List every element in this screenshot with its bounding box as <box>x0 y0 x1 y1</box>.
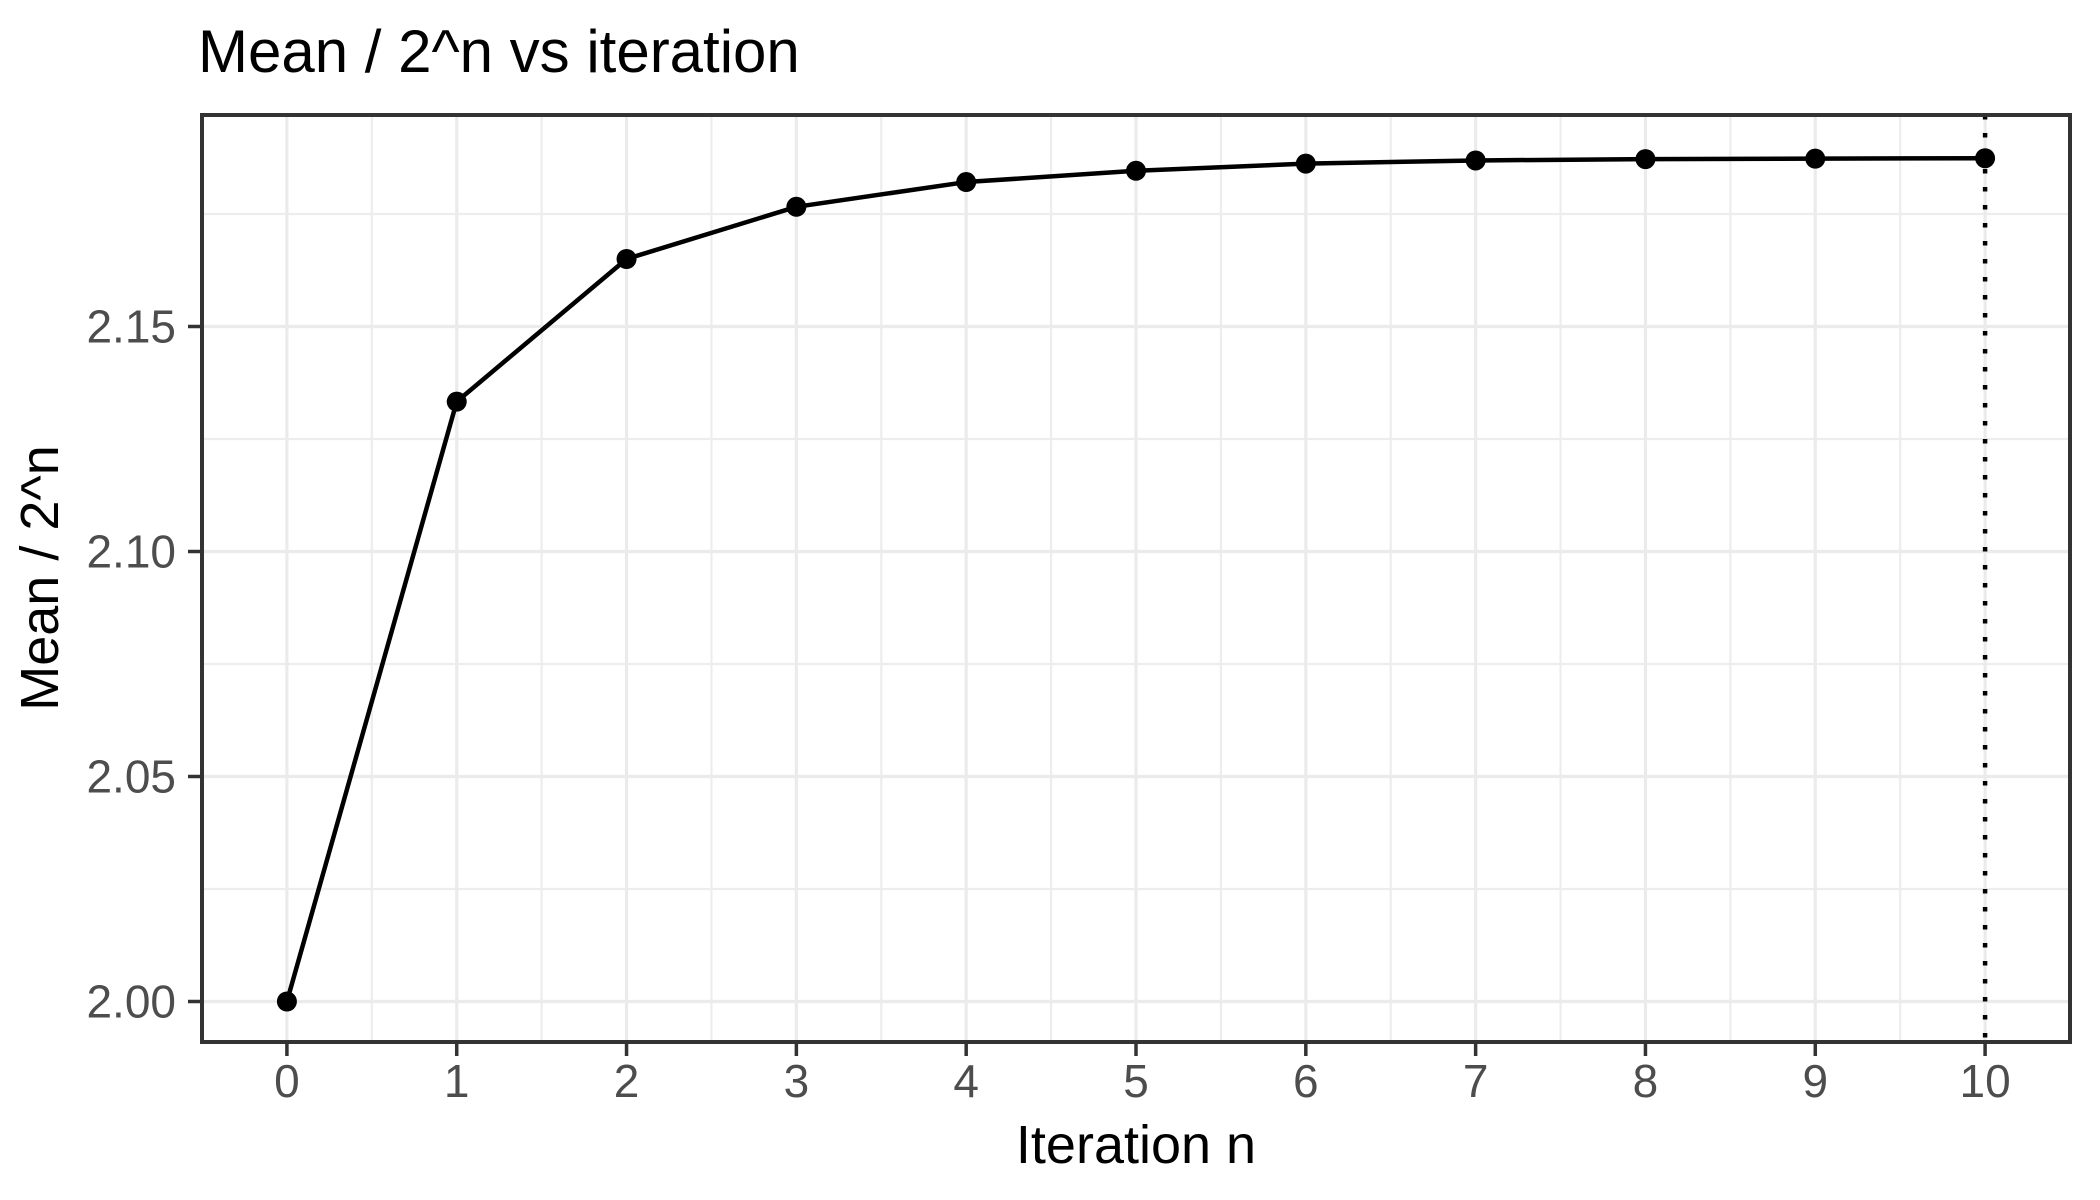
grid-major <box>202 115 2070 1042</box>
data-point <box>956 172 977 193</box>
x-tick-label: 9 <box>1802 1055 1828 1107</box>
y-tick-label: 2.05 <box>86 751 176 803</box>
data-point <box>786 196 807 217</box>
axis-ticks <box>188 324 1987 1056</box>
chart-layers: 0 1 2 3 4 5 6 7 8 9 10 2.00 2.05 2.10 2.15 <box>86 113 2072 1107</box>
data-point <box>1126 160 1146 181</box>
x-tick-label: 2 <box>614 1055 640 1107</box>
x-tick-label: 8 <box>1633 1055 1659 1107</box>
y-tick-label: 2.15 <box>86 301 176 353</box>
x-tick-label: 4 <box>953 1055 979 1107</box>
data-point <box>616 249 637 269</box>
x-tick-label: 3 <box>784 1055 810 1107</box>
x-tick-label: 0 <box>274 1055 300 1107</box>
x-tick-label: 6 <box>1293 1055 1319 1107</box>
plot-title: Mean / 2^n vs iteration <box>198 18 800 85</box>
x-tick-label: 10 <box>1960 1055 2011 1107</box>
x-tick-label: 1 <box>444 1055 470 1107</box>
x-axis-title: Iteration n <box>1016 1115 1256 1175</box>
y-tick-label: 2.10 <box>86 526 176 578</box>
x-tick-label: 7 <box>1463 1055 1489 1107</box>
data-point <box>276 991 297 1012</box>
y-axis-title: Mean / 2^n <box>10 445 70 711</box>
data-point <box>1805 148 1826 169</box>
data-point <box>446 391 467 412</box>
y-tick-label: 2.00 <box>86 976 176 1028</box>
data-point <box>1635 149 1656 170</box>
x-tick-label: 5 <box>1123 1055 1149 1107</box>
data-point <box>1975 148 1996 169</box>
data-point <box>1465 150 1486 171</box>
series-points-layer <box>276 148 1996 1012</box>
data-point <box>1295 153 1316 174</box>
axis-tick-labels: 0 1 2 3 4 5 6 7 8 9 10 2.00 2.05 2.10 2.15 <box>86 301 2010 1107</box>
